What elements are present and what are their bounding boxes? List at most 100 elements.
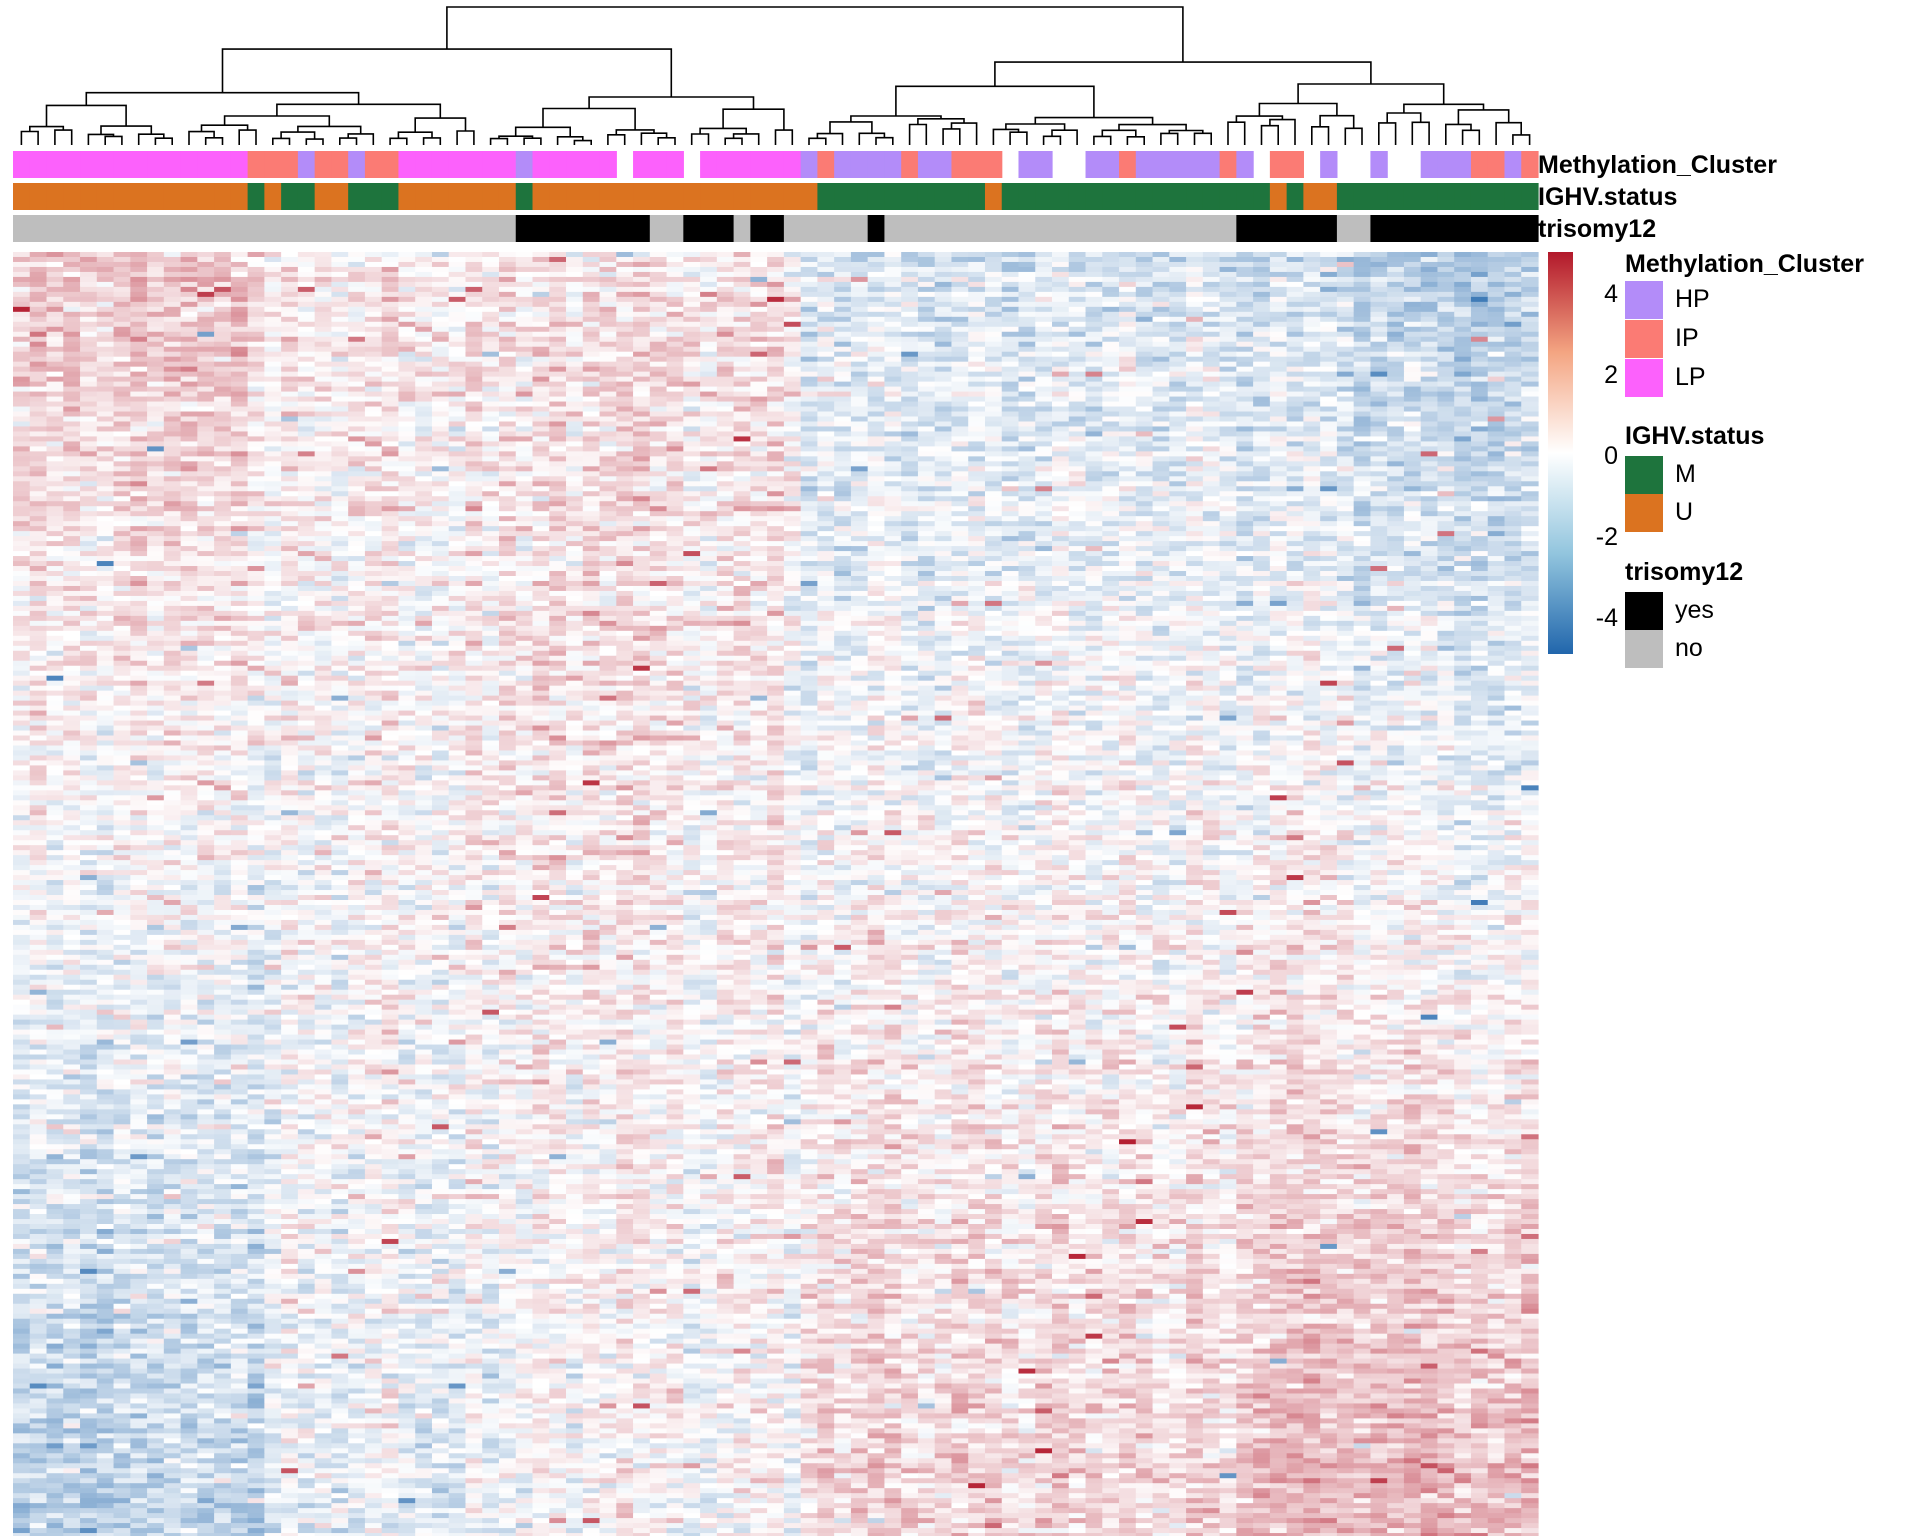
heatmap-cell	[600, 337, 617, 343]
heatmap-cell	[1136, 342, 1153, 348]
heatmap-cell	[30, 322, 47, 328]
heatmap-cell	[365, 347, 382, 353]
heatmap-cell	[1136, 267, 1153, 273]
annotation-cell	[1253, 183, 1270, 210]
heatmap-cell	[1102, 277, 1119, 283]
heatmap-cell	[1169, 282, 1186, 288]
heatmap-cell	[1437, 357, 1454, 363]
heatmap-cell	[817, 342, 834, 348]
heatmap-cell	[1354, 267, 1371, 273]
heatmap-cell	[499, 312, 516, 318]
heatmap-cell	[767, 332, 784, 338]
heatmap-cell	[1421, 312, 1438, 318]
heatmap-cell	[264, 327, 281, 333]
heatmap-cell	[1086, 312, 1103, 318]
heatmap-cell	[1169, 312, 1186, 318]
heatmap-cell	[63, 342, 80, 348]
heatmap-cell	[700, 252, 717, 258]
heatmap-cell	[1404, 257, 1421, 263]
heatmap-cell	[1018, 317, 1035, 323]
heatmap-cell	[717, 342, 734, 348]
heatmap-cell	[1220, 252, 1237, 258]
heatmap-cell	[114, 327, 131, 333]
heatmap-cell	[465, 272, 482, 278]
heatmap-cell	[600, 277, 617, 283]
heatmap-cell	[1421, 277, 1438, 283]
heatmap-cell	[1454, 302, 1471, 308]
heatmap-cell	[566, 332, 583, 338]
heatmap-cell	[482, 327, 499, 333]
heatmap-cell	[817, 282, 834, 288]
heatmap-cell	[1086, 267, 1103, 273]
heatmap-cell	[516, 357, 533, 363]
heatmap-cell	[968, 332, 985, 338]
annotation-cell	[1119, 215, 1136, 242]
heatmap-cell	[1136, 322, 1153, 328]
heatmap-cell	[30, 297, 47, 303]
annotation-cell	[1086, 183, 1103, 210]
heatmap-cell	[1203, 282, 1220, 288]
heatmap-cell	[918, 312, 935, 318]
heatmap-cell	[851, 347, 868, 353]
dendrogram-branch	[876, 138, 893, 145]
heatmap-cell	[449, 287, 466, 293]
heatmap-cell	[315, 252, 332, 258]
heatmap-cell	[516, 272, 533, 278]
heatmap-cell	[1437, 272, 1454, 278]
heatmap-cell	[1119, 287, 1136, 293]
heatmap-cell	[1253, 337, 1270, 343]
heatmap-cell	[901, 297, 918, 303]
heatmap-cell	[951, 347, 968, 353]
annotation-cell	[248, 215, 265, 242]
heatmap-cell	[1404, 347, 1421, 353]
heatmap-cell	[1303, 337, 1320, 343]
heatmap-cell	[47, 262, 64, 268]
annotation-cell	[1270, 151, 1287, 178]
heatmap-cell	[1018, 357, 1035, 363]
heatmap-cell	[951, 282, 968, 288]
heatmap-cell	[700, 282, 717, 288]
heatmap-cell	[449, 307, 466, 313]
heatmap-cell	[549, 347, 566, 353]
heatmap-cell	[1303, 342, 1320, 348]
heatmap-cell	[1086, 337, 1103, 343]
annotation-cell	[884, 151, 901, 178]
heatmap-cell	[130, 352, 147, 358]
heatmap-cell	[465, 317, 482, 323]
heatmap-cell	[868, 272, 885, 278]
annotation-cell	[1354, 183, 1371, 210]
heatmap-cell	[683, 357, 700, 363]
heatmap-cell	[63, 277, 80, 283]
dendrogram-branch	[1446, 124, 1471, 145]
heatmap-cell	[80, 297, 97, 303]
heatmap-cell	[365, 252, 382, 258]
heatmap-cell	[499, 277, 516, 283]
dendrogram-branch	[206, 138, 223, 145]
heatmap-cell	[47, 357, 64, 363]
heatmap-cell	[13, 357, 30, 363]
heatmap-cell	[1320, 337, 1337, 343]
heatmap-cell	[667, 267, 684, 273]
heatmap-cell	[683, 282, 700, 288]
heatmap-cell	[298, 257, 315, 263]
heatmap-cell	[1253, 352, 1270, 358]
heatmap-cell	[197, 262, 214, 268]
heatmap-cell	[315, 282, 332, 288]
heatmap-cell	[1287, 342, 1304, 348]
heatmap-cell	[181, 312, 198, 318]
heatmap-cell	[650, 267, 667, 273]
heatmap-cell	[482, 277, 499, 283]
heatmap-cell	[1169, 347, 1186, 353]
heatmap-cell	[1220, 307, 1237, 313]
annotation-cell	[935, 183, 952, 210]
heatmap-cell	[1370, 302, 1387, 308]
heatmap-cell	[1002, 257, 1019, 263]
heatmap-cell	[767, 317, 784, 323]
heatmap-cell	[465, 277, 482, 283]
heatmap-cell	[583, 352, 600, 358]
heatmap-cell	[298, 362, 315, 368]
annotation-cell	[248, 151, 265, 178]
heatmap-cell	[1069, 287, 1086, 293]
annotation-cell	[315, 151, 332, 178]
heatmap-cell	[1119, 312, 1136, 318]
